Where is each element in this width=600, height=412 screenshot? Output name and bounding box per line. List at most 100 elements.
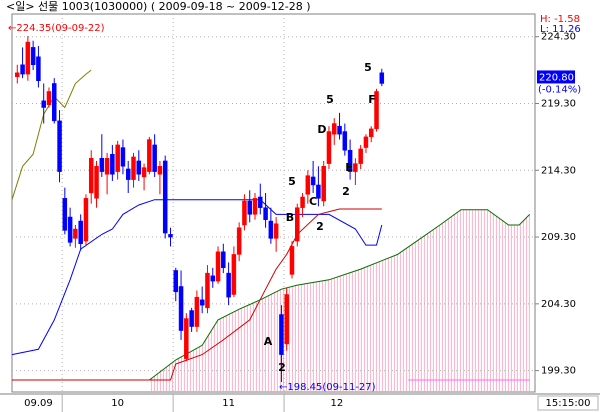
time-box bbox=[537, 395, 599, 411]
wave-label: F bbox=[368, 93, 376, 106]
candle-body bbox=[15, 72, 20, 78]
candle-body bbox=[310, 176, 316, 186]
candle-body bbox=[46, 91, 52, 106]
candle-body bbox=[115, 144, 120, 172]
candle-body bbox=[168, 234, 173, 238]
candle-body bbox=[295, 207, 300, 242]
candle-body bbox=[25, 41, 31, 75]
wave-label: 5 bbox=[326, 93, 334, 106]
wave-label: 5 bbox=[288, 175, 296, 188]
candle-body bbox=[342, 131, 348, 151]
candle-body bbox=[41, 100, 46, 108]
candle-body bbox=[226, 272, 231, 298]
candle-body bbox=[67, 216, 73, 243]
wave-label: 2 bbox=[316, 220, 324, 233]
candle-body bbox=[242, 200, 247, 226]
low-note: ←198.45(09-11-27) bbox=[279, 382, 376, 393]
candle-body bbox=[125, 168, 131, 180]
candle-body bbox=[337, 125, 342, 135]
candle-body bbox=[173, 270, 179, 293]
candle-body bbox=[326, 131, 332, 164]
y-tick-label: 219.30 bbox=[541, 98, 576, 109]
candle-body bbox=[178, 286, 184, 331]
y-tick-label: 199.30 bbox=[541, 366, 576, 377]
candle-body bbox=[162, 160, 168, 234]
candle-body bbox=[88, 158, 94, 194]
candle-body bbox=[379, 72, 385, 84]
candle-body bbox=[52, 83, 57, 122]
candle-body bbox=[321, 166, 326, 202]
candle-body bbox=[199, 299, 205, 306]
candle-body bbox=[147, 139, 152, 172]
candle-body bbox=[279, 314, 284, 355]
candle-body bbox=[152, 144, 157, 172]
candle-body bbox=[332, 123, 337, 135]
candle-body bbox=[268, 220, 274, 239]
wave-label: C bbox=[309, 195, 317, 208]
y-tick-label: 204.30 bbox=[541, 299, 576, 310]
x-tick-label: 11 bbox=[222, 398, 235, 409]
chart-title: <일> 선물 1003(1030000) ( 2009-09-18 ~ 2009… bbox=[6, 0, 311, 13]
indicator-line bbox=[11, 199, 383, 356]
candle-body bbox=[215, 251, 221, 282]
candle-body bbox=[78, 220, 83, 244]
candle-body bbox=[57, 120, 62, 172]
candle-body bbox=[305, 175, 311, 195]
candle-body bbox=[347, 149, 353, 172]
x-tick-label: 09.09 bbox=[24, 398, 53, 409]
candle-body bbox=[374, 91, 379, 130]
wave-label: D bbox=[317, 123, 326, 136]
candle-body bbox=[316, 184, 321, 199]
candle-body bbox=[62, 198, 68, 231]
price-change: (-0.14%) bbox=[538, 84, 581, 95]
candle-body bbox=[231, 254, 237, 295]
cloud bbox=[150, 209, 530, 391]
candle-body bbox=[300, 196, 305, 208]
candle-body bbox=[73, 228, 78, 239]
last-price: 220.80 bbox=[539, 72, 574, 83]
candle-body bbox=[36, 56, 41, 82]
cloud-hatch bbox=[150, 209, 530, 391]
price-box bbox=[537, 70, 575, 84]
candle-body bbox=[30, 47, 36, 66]
x-tick-label: 10 bbox=[111, 398, 124, 409]
candle-body bbox=[205, 272, 210, 309]
candle-body bbox=[94, 166, 99, 199]
candle-body bbox=[252, 198, 258, 215]
candle-body bbox=[221, 251, 226, 269]
candle-body bbox=[194, 296, 200, 327]
wave-label: 2 bbox=[342, 185, 350, 198]
y-tick-label: 224.30 bbox=[541, 32, 576, 43]
candle-body bbox=[284, 294, 289, 345]
wave-label: B bbox=[286, 211, 294, 224]
candle-body bbox=[273, 223, 279, 239]
candle-body bbox=[263, 207, 268, 220]
info-low: L: 11.26 bbox=[540, 24, 581, 35]
plot-frame bbox=[11, 13, 536, 393]
y-tick-label: 209.30 bbox=[541, 232, 576, 243]
indicator-line bbox=[149, 209, 531, 381]
wave-label: 2 bbox=[278, 361, 286, 374]
candle-body bbox=[358, 148, 363, 164]
candle-body bbox=[83, 198, 89, 242]
candle-body bbox=[131, 156, 136, 180]
wave-label: E bbox=[345, 161, 353, 174]
candle-body bbox=[353, 163, 358, 172]
candle-body bbox=[258, 196, 263, 208]
candle-body bbox=[189, 310, 194, 327]
candle-body bbox=[236, 227, 242, 255]
candle-body bbox=[210, 275, 215, 282]
candle-body bbox=[247, 200, 252, 215]
info-high: H: -1.58 bbox=[540, 14, 580, 25]
candle-body bbox=[141, 167, 147, 178]
candle-body bbox=[120, 147, 126, 167]
candle-body bbox=[289, 246, 295, 275]
candle-body bbox=[99, 158, 105, 172]
candle-body bbox=[363, 136, 369, 148]
candle-body bbox=[20, 64, 25, 75]
candle-body bbox=[110, 153, 115, 175]
candle-body bbox=[157, 166, 163, 175]
wave-label: 5 bbox=[364, 61, 372, 74]
